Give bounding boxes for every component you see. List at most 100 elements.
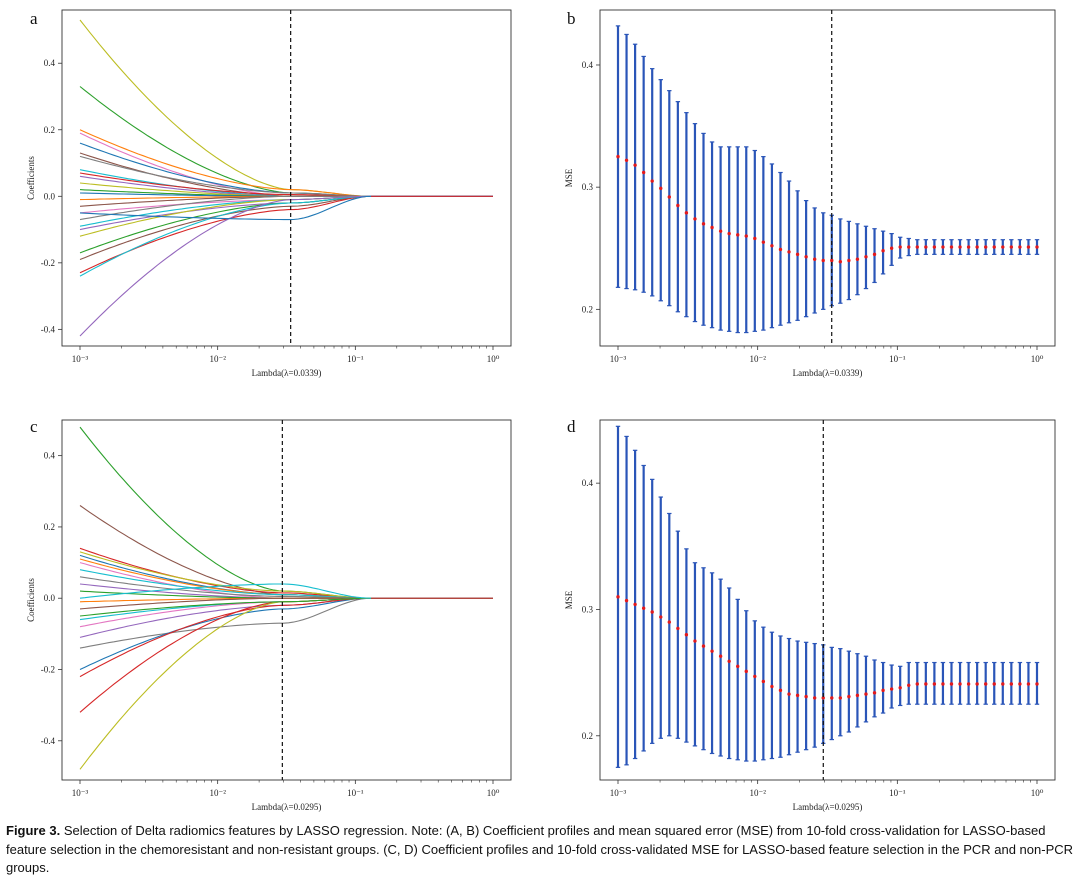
mse-point: [907, 683, 911, 687]
mse-point: [864, 255, 868, 259]
mse-point: [718, 229, 723, 233]
mse-point: [838, 259, 843, 264]
panel-letter: a: [30, 9, 38, 28]
mse-point: [667, 620, 672, 624]
mse-point: [727, 231, 731, 236]
mse-point: [932, 245, 937, 249]
y-tick-label: -0.4: [41, 736, 56, 746]
x-tick-label: 10⁻²: [209, 788, 226, 798]
y-tick-label: 0.2: [582, 731, 593, 741]
mse-point: [821, 696, 825, 700]
mse-point: [975, 245, 979, 249]
coefficient-path: [79, 129, 493, 197]
mse-point: [847, 694, 851, 699]
mse-point: [804, 255, 808, 259]
coefficient-path: [79, 576, 493, 599]
mse-point: [770, 244, 774, 248]
mse-point: [693, 639, 697, 643]
axes-frame: [61, 419, 512, 781]
mse-point: [761, 679, 766, 684]
mse-point: [701, 222, 706, 226]
mse-point: [701, 644, 706, 648]
mse-point: [898, 245, 902, 249]
mse-point: [624, 158, 629, 162]
mse-point: [838, 696, 843, 700]
coefficient-path: [79, 19, 493, 197]
mse-point: [753, 674, 757, 679]
mse-point: [710, 225, 714, 230]
mse-point: [847, 258, 851, 263]
coefficient-path: [79, 86, 493, 197]
mse-point: [1009, 682, 1014, 686]
mse-point: [693, 217, 697, 221]
axes-frame: [599, 419, 1056, 781]
mse-point: [1018, 245, 1022, 249]
coefficient-path: [79, 597, 493, 678]
axes-frame: [61, 9, 512, 347]
panel-letter: b: [567, 9, 576, 28]
y-tick-label: -0.2: [41, 258, 55, 268]
mse-point: [795, 252, 800, 257]
mse-point: [992, 682, 996, 686]
x-tick-label: 10⁰: [487, 354, 500, 364]
x-tick-label: 10⁰: [1031, 788, 1044, 798]
caption-text: Selection of Delta radiomics features by…: [6, 823, 1074, 875]
mse-point: [958, 245, 962, 249]
x-tick-label: 10⁻¹: [347, 354, 364, 364]
mse-point: [1001, 682, 1005, 686]
mse-point: [633, 163, 637, 167]
mse-point: [650, 610, 654, 614]
coefficient-path: [79, 195, 493, 231]
panel-letter: c: [30, 417, 38, 436]
x-tick-label: 10⁻³: [72, 354, 89, 364]
mse-point: [966, 245, 971, 249]
mse-point: [1009, 245, 1014, 249]
mse-point: [881, 248, 885, 253]
coefficient-path: [79, 569, 493, 599]
y-tick-label: 0.0: [44, 191, 56, 201]
coefficient-path: [79, 172, 493, 197]
lasso-figure: a -0.4 -0.2 0.0 0.2 0.4 10⁻³ 10⁻² 10⁻¹ 10⁰ Lambda(…: [26, 9, 1056, 812]
mse-point: [812, 696, 817, 700]
x-tick-label: 10⁻³: [610, 354, 627, 364]
mse-point: [667, 195, 672, 199]
mse-point: [787, 250, 791, 254]
panel-d: d 0.2 0.3 0.4 10⁻³ 10⁻² 10⁻¹ 10⁰ Lambda(λ=0.0295…: [564, 417, 1056, 812]
mse-point: [633, 602, 637, 607]
mse-point: [804, 694, 808, 699]
mse-point: [949, 682, 954, 686]
mse-point: [941, 682, 945, 686]
mse-point: [924, 245, 928, 249]
y-tick-label: 0.2: [44, 522, 55, 532]
mse-point: [907, 245, 911, 249]
mse-point: [915, 682, 919, 686]
coefficient-path: [79, 597, 493, 610]
x-axis-label: Lambda(λ=0.0339): [252, 368, 322, 378]
mse-point: [941, 245, 945, 249]
mse-point: [778, 688, 783, 693]
mse-point: [753, 236, 757, 241]
mse-point: [787, 692, 791, 696]
coefficient-path: [79, 547, 493, 599]
x-axis-label: Lambda(λ=0.0339): [793, 368, 863, 378]
mse-point: [710, 649, 714, 653]
y-tick-label: 0.4: [44, 451, 56, 461]
x-tick-label: 10⁻¹: [889, 354, 906, 364]
y-axis-label: Coefficients: [26, 156, 36, 200]
y-tick-label: 0.2: [582, 304, 593, 314]
coefficient-path: [79, 597, 493, 770]
figure-caption: Figure 3. Selection of Delta radiomics f…: [6, 822, 1074, 878]
x-axis-label: Lambda(λ=0.0295): [793, 802, 863, 812]
mse-point: [770, 684, 774, 689]
coefficient-path: [79, 155, 493, 197]
mse-point: [1035, 682, 1039, 686]
mse-point: [641, 170, 646, 175]
x-tick-label: 10⁻²: [749, 788, 766, 798]
y-tick-label: 0.2: [44, 125, 55, 135]
panel-b: b 0.2 0.3 0.4 10⁻³ 10⁻² 10⁻¹ 10⁰ Lambda(λ=0.0339…: [564, 9, 1056, 378]
mse-point: [616, 595, 620, 599]
mse-point: [855, 693, 860, 698]
mse-point: [992, 245, 996, 249]
mse-point: [736, 233, 740, 237]
mse-point: [744, 234, 748, 238]
